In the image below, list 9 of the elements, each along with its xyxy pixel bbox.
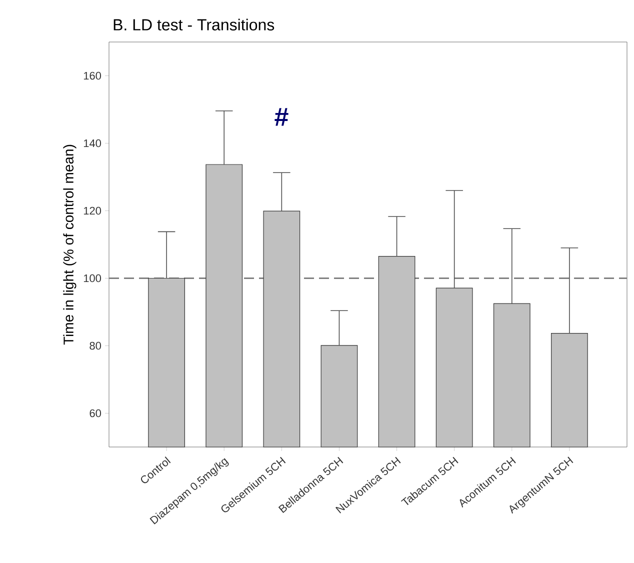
- y-tick-label: 160: [84, 72, 102, 80]
- y-tick-label: 140: [84, 139, 102, 148]
- annotation: #: [274, 108, 288, 126]
- y-axis-title: Time in light (% of control mean): [63, 144, 76, 345]
- y-tick-label: 120: [84, 206, 102, 215]
- y-tick-label: 60: [90, 409, 102, 418]
- y-tick-label: 80: [90, 342, 102, 350]
- chart-title: B. LD test - Transitions: [114, 18, 274, 30]
- y-tick-label: 100: [84, 274, 102, 282]
